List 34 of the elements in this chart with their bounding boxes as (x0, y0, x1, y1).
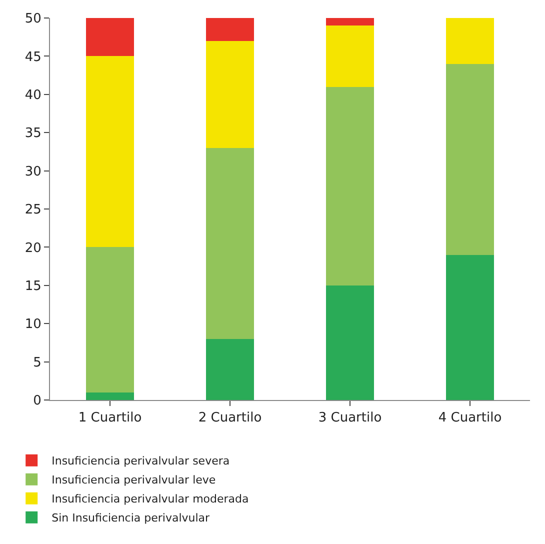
bar (86, 247, 134, 392)
x-tick-label: 1 Cuartilo (78, 410, 142, 426)
bar (206, 40, 254, 148)
x-tick-label: 2 Cuartilo (198, 410, 262, 426)
legend-label: Insuficiencia perivalvular moderada (52, 492, 249, 506)
y-tick-label: 50 (24, 12, 42, 27)
bar (326, 285, 374, 400)
bar (206, 148, 254, 339)
y-tick-label: 45 (24, 50, 42, 65)
y-tick-label: 30 (24, 164, 42, 180)
y-tick-label: 10 (24, 317, 42, 332)
bar (206, 18, 254, 41)
legend-label: Insuficiencia perivalvular severa (52, 454, 230, 468)
y-tick-label: 25 (24, 202, 42, 218)
y-tick-label: 35 (24, 126, 42, 142)
x-tick-label: 3 Cuartilo (318, 410, 382, 426)
y-tick-label: 15 (24, 278, 42, 294)
bar (326, 18, 374, 26)
legend-label: Insuficiencia perivalvular leve (52, 474, 216, 487)
bar (86, 18, 134, 56)
y-tick-label: 5 (33, 355, 42, 370)
legend-label: Sin Insuficiencia perivalvular (52, 512, 210, 525)
bar (446, 254, 494, 400)
y-tick-label: 40 (24, 88, 42, 103)
x-tick-label: 4 Cuartilo (438, 410, 502, 426)
bar (446, 18, 494, 64)
bar (326, 86, 374, 286)
bar (86, 392, 134, 400)
bar (206, 338, 254, 400)
y-tick-label: 0 (33, 394, 42, 409)
bar (326, 26, 374, 87)
bar (446, 64, 494, 255)
y-tick-label: 20 (24, 240, 42, 256)
bar (86, 56, 134, 248)
